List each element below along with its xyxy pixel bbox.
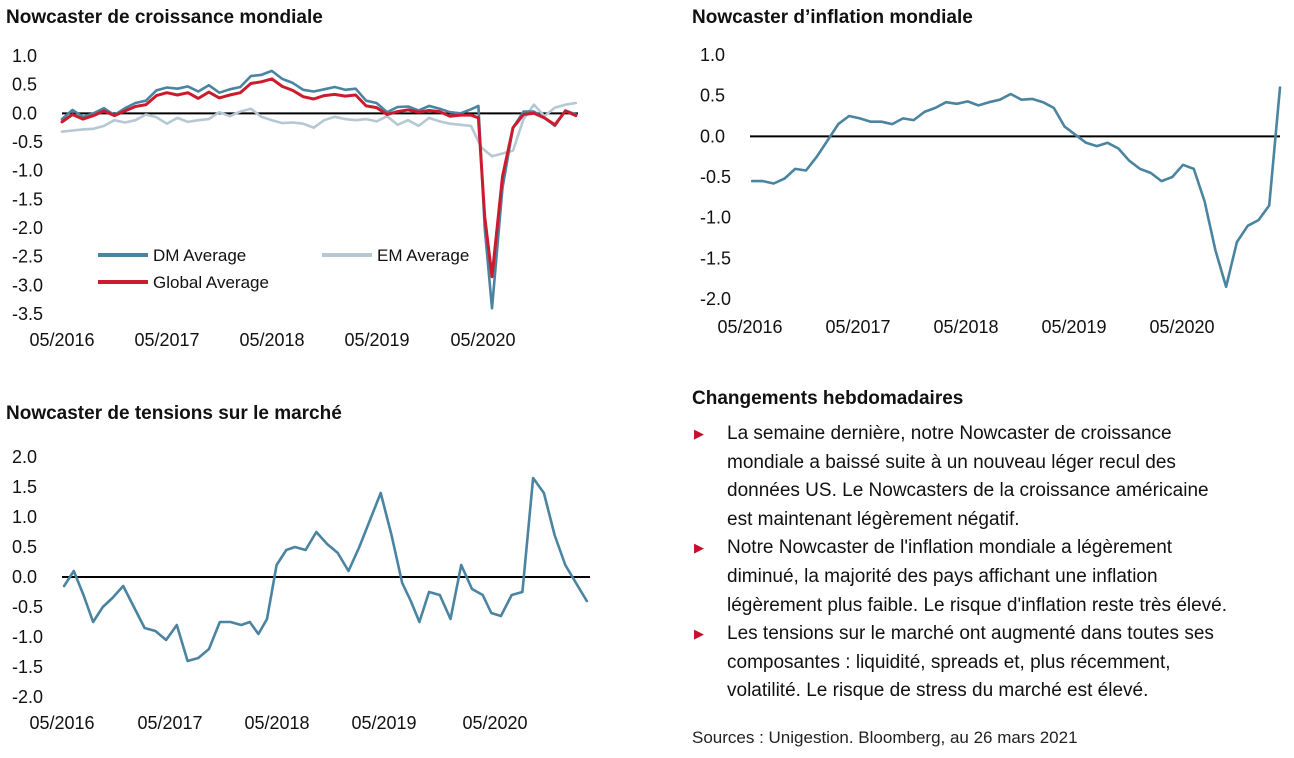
y-tick-label: -1.5 [12,189,43,209]
y-tick-label: -1.0 [12,161,43,181]
y-tick-label: -2.0 [12,218,43,238]
x-tick-label: 05/2020 [462,713,527,733]
bullet-line: Notre Nowcaster de l'inflation mondiale … [727,537,1173,559]
x-tick-label: 05/2020 [450,330,515,350]
series-line-global [60,77,578,279]
x-tick-label: 05/2017 [825,317,890,337]
x-tick-label: 05/2018 [933,317,998,337]
legend-label-dm: DM Average [153,246,246,265]
x-tick-label: 05/2018 [239,330,304,350]
bullet-line: composantes : liquidité, spreads et, plu… [727,651,1171,673]
y-tick-label: 1.0 [12,46,37,66]
triangle-right-icon: ▶ [694,540,704,556]
bullet-line: diminué, la majorité des pays affichant … [727,565,1158,587]
y-tick-label: -1.0 [12,627,43,647]
weekly-changes-panel: Changements hebdomadaires ▶ La semaine d… [692,388,1292,706]
inflation-chart-title: Nowcaster d’inflation mondiale [692,7,973,28]
x-tick-label: 05/2017 [137,713,202,733]
bullet-line: mondiale a baissé suite à un nouveau lég… [727,451,1176,473]
y-tick-label: 0.5 [700,86,725,106]
y-tick-label: -3.5 [12,304,43,324]
series-line-dm [62,476,589,663]
y-tick-label: -2.0 [700,289,731,309]
weekly-changes-list: ▶ La semaine dernière, notre Nowcaster d… [692,420,1292,706]
y-tick-label: 2.0 [12,447,37,467]
y-tick-label: 1.5 [12,477,37,497]
y-tick-label: -0.5 [12,597,43,617]
series-line-em [60,101,578,158]
x-tick-label: 05/2016 [717,317,782,337]
bullet-line: données US. Le Nowcasters de la croissan… [727,480,1209,502]
x-tick-label: 05/2019 [344,330,409,350]
growth-chart-title: Nowcaster de croissance mondiale [6,7,323,28]
weekly-change-item: ▶ Notre Nowcaster de l'inflation mondial… [692,534,1292,620]
y-tick-label: 0.5 [12,537,37,557]
weekly-change-item: ▶ La semaine dernière, notre Nowcaster d… [692,420,1292,534]
series-line-dm [60,69,578,310]
bullet-line: légèrement plus faible. Le risque d'infl… [727,594,1228,616]
bullet-line: La semaine dernière, notre Nowcaster de … [727,423,1172,444]
y-tick-label: -3.0 [12,275,43,295]
y-tick-label: 0.5 [12,75,37,95]
y-tick-label: -2.0 [12,687,43,707]
triangle-right-icon: ▶ [694,426,704,441]
x-tick-label: 05/2016 [29,330,94,350]
y-tick-label: -1.5 [12,657,43,677]
y-tick-label: -2.5 [12,247,43,267]
bullet-line: Les tensions sur le marché ont augmenté … [727,623,1214,645]
legend-label-global: Global Average [153,273,269,292]
x-tick-label: 05/2016 [29,713,94,733]
x-tick-label: 05/2017 [134,330,199,350]
stress-chart-title: Nowcaster de tensions sur le marché [6,403,342,424]
y-tick-label: -1.0 [700,208,731,228]
x-tick-label: 05/2018 [244,713,309,733]
series-line-dm [750,86,1282,289]
bullet-line: volatilité. Le risque de stress du march… [727,680,1149,702]
y-tick-label: -0.5 [12,132,43,152]
bullet-line: est maintenant légèrement négatif. [727,508,1020,530]
legend-label-em: EM Average [377,246,469,265]
y-tick-label: -1.5 [700,248,731,268]
x-tick-label: 05/2019 [1041,317,1106,337]
y-tick-label: 0.0 [12,103,37,123]
y-tick-label: 0.0 [12,567,37,587]
sources-note: Sources : Unigestion. Bloomberg, au 26 m… [692,728,1078,747]
x-tick-label: 05/2020 [1149,317,1214,337]
weekly-changes-title: Changements hebdomadaires [692,388,964,409]
triangle-right-icon: ▶ [694,626,704,642]
weekly-change-item: ▶ Les tensions sur le marché ont augment… [692,620,1292,706]
y-tick-label: 1.0 [700,45,725,65]
y-tick-label: 1.0 [12,507,37,527]
y-tick-label: 0.0 [700,126,725,146]
y-tick-label: -0.5 [700,167,731,187]
x-tick-label: 05/2019 [351,713,416,733]
